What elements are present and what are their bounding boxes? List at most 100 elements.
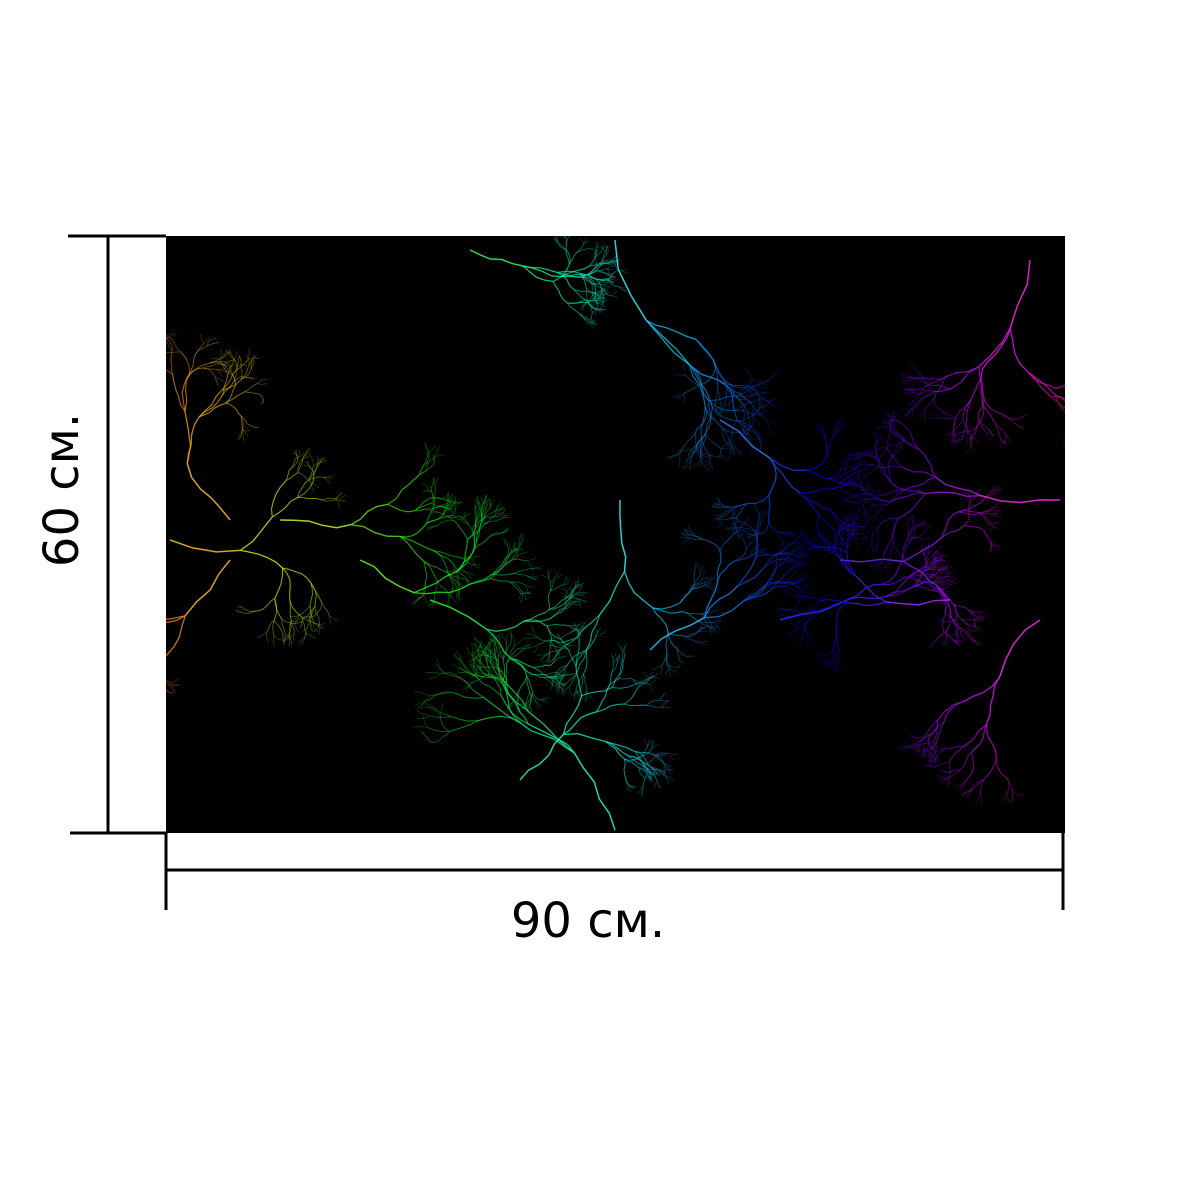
branch xyxy=(431,477,437,487)
branch xyxy=(489,498,492,509)
branch xyxy=(443,501,449,515)
branch xyxy=(577,243,585,252)
branch xyxy=(73,634,87,639)
branch xyxy=(736,530,741,539)
branch xyxy=(440,512,454,521)
branch xyxy=(985,431,995,436)
branch xyxy=(557,681,561,695)
branch xyxy=(971,637,982,645)
branch xyxy=(774,562,784,571)
branch xyxy=(400,522,428,538)
branch xyxy=(957,634,962,642)
branch xyxy=(650,770,655,778)
branch xyxy=(1069,416,1078,429)
branch xyxy=(322,477,332,484)
branch xyxy=(491,652,493,663)
branch xyxy=(775,607,786,610)
branch xyxy=(676,647,680,660)
branch xyxy=(636,785,644,795)
branch xyxy=(968,609,976,621)
branch xyxy=(242,428,248,436)
branch xyxy=(552,237,559,243)
branch xyxy=(886,413,894,423)
branch xyxy=(759,392,765,409)
branch xyxy=(699,624,707,632)
branch xyxy=(965,789,972,799)
branch xyxy=(960,781,966,789)
branch xyxy=(744,405,750,425)
branch xyxy=(852,465,861,470)
branch xyxy=(233,375,236,387)
branch xyxy=(751,386,761,405)
branch xyxy=(510,630,512,644)
branch xyxy=(495,505,498,515)
branch xyxy=(241,369,252,380)
branch xyxy=(804,625,807,634)
branch xyxy=(701,610,717,615)
branch xyxy=(936,721,945,742)
branch xyxy=(522,265,558,274)
branch xyxy=(778,613,787,617)
branch xyxy=(637,767,643,777)
branch xyxy=(66,632,74,638)
branch xyxy=(992,489,1003,495)
branch xyxy=(606,266,615,270)
branch xyxy=(729,521,741,527)
branch xyxy=(484,501,490,511)
branch xyxy=(189,362,210,376)
branch xyxy=(589,321,599,324)
branch xyxy=(687,445,697,457)
branch xyxy=(596,288,602,295)
branch xyxy=(138,629,142,663)
branch xyxy=(567,592,578,602)
branch xyxy=(118,629,142,649)
branch xyxy=(65,638,75,640)
branch xyxy=(426,513,444,524)
branch xyxy=(805,546,817,554)
branch xyxy=(67,625,74,632)
branch xyxy=(968,497,976,509)
branch xyxy=(89,634,100,642)
branch xyxy=(779,540,783,549)
branch xyxy=(481,508,490,523)
branch xyxy=(139,688,141,698)
branch xyxy=(562,672,578,677)
branch xyxy=(904,389,914,391)
branch xyxy=(971,638,979,646)
branch xyxy=(315,622,326,625)
branch xyxy=(132,704,134,713)
branch xyxy=(279,519,351,529)
branch xyxy=(746,531,755,537)
branch xyxy=(596,703,625,713)
branch xyxy=(831,426,837,439)
branch xyxy=(166,654,168,656)
branch xyxy=(974,625,984,631)
branch xyxy=(992,513,1002,515)
branch xyxy=(505,662,508,690)
branch xyxy=(257,383,268,385)
branch xyxy=(839,540,844,557)
branch xyxy=(596,242,599,248)
branch xyxy=(424,462,435,473)
branch xyxy=(925,573,937,577)
branch xyxy=(777,531,788,536)
branch xyxy=(549,579,555,591)
branch xyxy=(944,745,965,749)
branch xyxy=(608,279,619,288)
branch xyxy=(583,650,588,674)
branch xyxy=(447,496,455,504)
branch xyxy=(623,571,654,609)
branch xyxy=(663,764,665,774)
branch xyxy=(720,439,731,452)
branch xyxy=(740,398,751,403)
branch xyxy=(1077,375,1089,384)
branch xyxy=(796,549,804,554)
branch xyxy=(663,762,670,769)
branch xyxy=(559,682,567,686)
branch xyxy=(942,410,953,417)
branch xyxy=(931,550,935,560)
branch xyxy=(359,559,415,594)
branch xyxy=(589,321,597,326)
branch xyxy=(770,458,807,471)
branch xyxy=(423,561,427,583)
